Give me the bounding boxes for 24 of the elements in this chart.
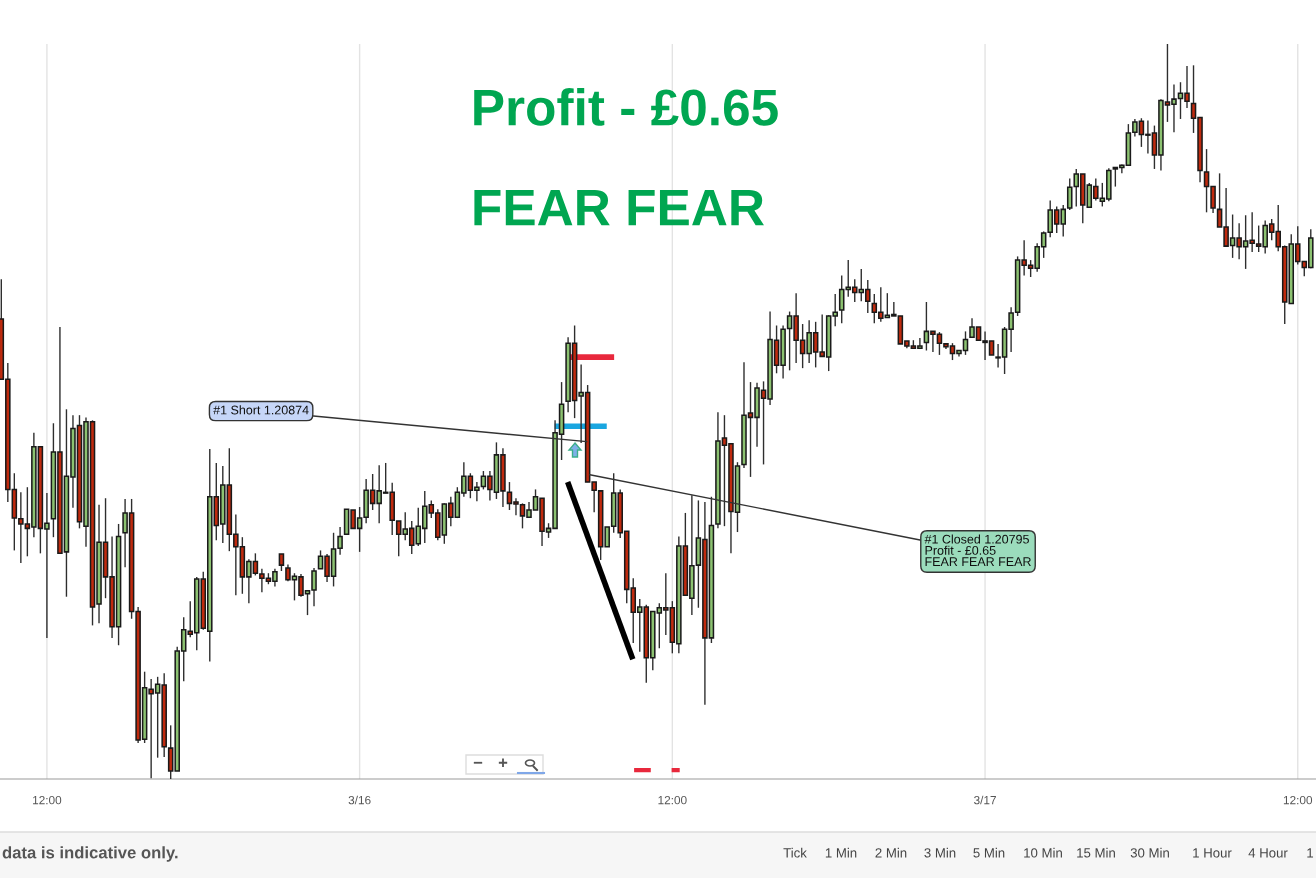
text: 3 Min: [924, 847, 956, 858]
annotation: FEAR FEAR: [474, 189, 764, 226]
text: data is indicative only.: [2, 846, 178, 862]
text: 4 Hour: [1248, 848, 1288, 858]
annotation: +: [498, 758, 508, 767]
text: 10 Min: [1024, 847, 1062, 858]
x-tick-label: 12:00: [1283, 795, 1313, 805]
text: 1: [1307, 848, 1314, 858]
x-tick-label: 3/16: [348, 795, 371, 805]
text: 15 Min: [1077, 847, 1115, 858]
x-tick-label: 12:00: [33, 795, 62, 805]
x-tick-label: 3/17: [974, 795, 996, 805]
annotation: −: [473, 761, 483, 764]
annotation: #1 Closed 1.20795 Profit - £0.65 FEAR FEAR FEAR: [924, 534, 1031, 566]
text: 30 Min: [1130, 847, 1169, 858]
text: 5 Min: [973, 847, 1005, 858]
annotation: Profit - £0.65: [474, 88, 778, 126]
x-tick-label: 12:00: [658, 795, 687, 805]
text: 1 Hour: [1193, 848, 1232, 858]
text: Tick: [783, 847, 807, 858]
candlestick: [1066, 177, 1073, 211]
text: 2 Min: [875, 847, 907, 858]
text: 1 Min: [825, 847, 857, 858]
annotation: #1 Short 1.20874: [213, 405, 309, 415]
